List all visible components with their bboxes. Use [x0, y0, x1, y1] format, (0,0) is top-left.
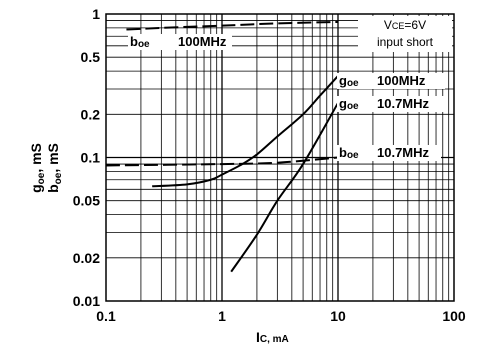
y-tick-label: 0.01	[73, 293, 100, 309]
y-tick-label: 0.5	[81, 49, 101, 65]
x-tick-label: 0.1	[96, 308, 116, 324]
x-tick-label: 100	[442, 308, 466, 324]
ylabel-line2: boe, mS	[45, 143, 64, 193]
boe-10-7mhz-curve	[105, 156, 339, 167]
condition-line2: input short	[377, 35, 434, 49]
curves	[105, 20, 339, 273]
plot-frame	[105, 13, 455, 302]
series-labels: boe 100MHz goe 100MHz goe 10.7MHz boe 10.7MHz	[128, 34, 445, 161]
condition-background	[358, 16, 452, 52]
x-tick-label: 10	[330, 308, 346, 324]
boe-100mhz-label: boe 100MHz	[130, 34, 227, 50]
boe-100mhz-curve	[126, 20, 339, 31]
tick-labels: 0.1 1 10 100 1 0.5 0.2 0.1 0.05 0.02 0.01	[73, 6, 466, 324]
y-tick-label: 0.1	[81, 150, 101, 166]
boe-10-7mhz-label-bg	[337, 145, 441, 161]
goe-100mhz-label-bg	[337, 73, 445, 89]
goe-10-7mhz-label: goe 10.7MHz	[339, 96, 430, 112]
y-tick-label: 0.02	[73, 250, 100, 266]
goe-100mhz-label: goe 100MHz	[339, 73, 426, 89]
goe-10-7mhz-curve	[230, 102, 339, 273]
boe-10-7mhz-label: boe 10.7MHz	[339, 145, 430, 161]
y-tick-label: 0.2	[81, 106, 101, 122]
x-tick-label: 1	[218, 308, 226, 324]
y-tick-label: 0.05	[73, 193, 100, 209]
y-tick-label: 1	[92, 6, 100, 22]
xlabel: IC, mA	[256, 329, 289, 345]
condition-line1: VCE=6V	[384, 18, 426, 32]
goe-10-7mhz-label-bg	[337, 96, 445, 112]
boe-100mhz-label-bg	[128, 34, 232, 50]
goe-100mhz-curve	[152, 75, 339, 188]
ylabel-line1: goe, mS	[28, 143, 47, 193]
